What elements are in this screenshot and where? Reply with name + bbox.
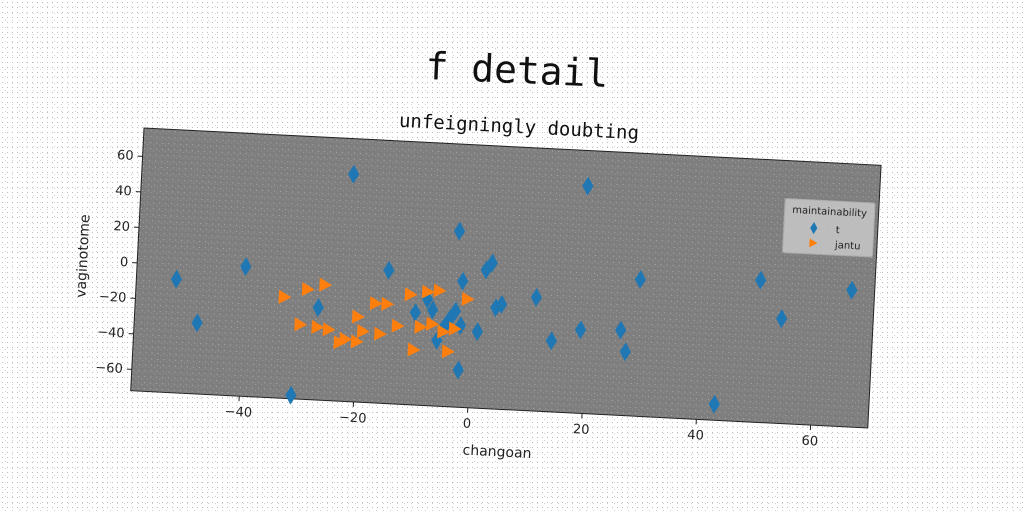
data-point-jantu [461, 291, 475, 306]
data-point-t [409, 303, 421, 322]
data-point-jantu [448, 321, 462, 336]
data-point-jantu [369, 296, 383, 311]
x-tick-label: −20 [339, 410, 367, 426]
data-point-t [582, 176, 594, 196]
x-axis-label: changoan [462, 443, 532, 462]
data-point-t [452, 360, 464, 380]
data-point-jantu [339, 331, 353, 346]
plot-background [130, 127, 882, 429]
legend-marker [809, 238, 818, 248]
data-point-jantu [311, 319, 325, 334]
data-points [170, 164, 858, 414]
data-point-t [471, 322, 483, 342]
data-point-jantu [351, 309, 365, 324]
data-point-jantu [441, 344, 455, 359]
y-tick-label: 20 [113, 219, 130, 235]
data-point-t [619, 342, 631, 362]
legend-label: t [835, 225, 840, 236]
legend-title: maintainability [792, 205, 867, 220]
data-point-jantu [301, 282, 315, 297]
y-tick-label: 40 [115, 184, 132, 200]
data-point-t [846, 280, 858, 300]
data-point-t [240, 257, 252, 277]
data-point-t [170, 269, 183, 289]
data-point-jantu [414, 319, 428, 334]
data-point-t [615, 320, 627, 340]
data-point-jantu [322, 322, 336, 337]
data-point-t [427, 300, 439, 320]
y-axis: −60 −40 −20 0 20 40 60 [95, 148, 143, 377]
data-point-t [574, 320, 587, 340]
data-point-t [348, 164, 360, 184]
legend-items: t jantu [809, 221, 861, 252]
x-tick-label: 20 [573, 422, 590, 438]
data-point-t [383, 260, 395, 280]
data-point-t [496, 295, 508, 314]
data-point-t [285, 385, 297, 405]
data-point-jantu [319, 277, 333, 292]
data-point-jantu [278, 289, 292, 304]
legend-marker [810, 221, 818, 235]
x-tick-label: 40 [687, 428, 704, 444]
data-point-t [449, 301, 462, 321]
data-point-t [634, 270, 647, 289]
data-point-t [191, 313, 203, 333]
data-point-jantu [350, 334, 364, 349]
data-point-jantu [356, 323, 370, 338]
data-point-t [755, 270, 767, 290]
data-point-t [708, 394, 720, 414]
chart-title: f detail [425, 44, 610, 96]
data-point-jantu [373, 326, 387, 341]
chart-subtitle: unfeigningly doubting [398, 110, 639, 145]
data-point-jantu [421, 284, 435, 299]
data-point-t [457, 271, 469, 291]
x-axis: −40 −20 0 20 40 60 [224, 396, 818, 450]
data-point-jantu [294, 317, 308, 332]
data-point-t [486, 253, 498, 273]
x-tick-label: 60 [801, 434, 818, 450]
data-point-t [453, 221, 466, 241]
data-point-jantu [407, 342, 421, 357]
data-point-jantu [433, 283, 447, 298]
y-tick-label: 0 [120, 255, 129, 270]
legend-box [782, 198, 876, 258]
y-tick-label: −60 [95, 361, 123, 377]
data-point-jantu [391, 318, 405, 333]
y-axis-label: vaginotome [73, 214, 93, 298]
y-tick-label: 60 [117, 148, 134, 164]
y-tick-label: −20 [99, 290, 127, 306]
data-point-jantu [404, 287, 418, 302]
data-point-t [530, 287, 542, 307]
x-tick-label: 0 [462, 417, 471, 432]
data-point-jantu [425, 316, 439, 331]
data-point-t [312, 298, 324, 318]
data-point-jantu [381, 296, 395, 311]
legend-label: jantu [834, 240, 861, 252]
data-point-jantu [437, 324, 450, 339]
data-point-t [776, 309, 788, 329]
legend: maintainability t jantu [782, 198, 876, 258]
x-tick-label: −40 [224, 404, 252, 420]
y-tick-label: −40 [97, 325, 125, 341]
data-point-t [545, 331, 557, 351]
